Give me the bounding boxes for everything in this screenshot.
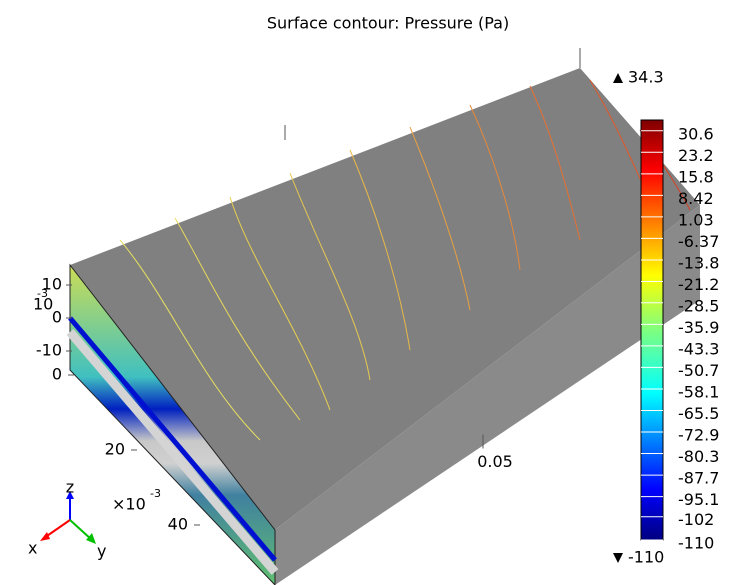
colorbar-tick-label: 8.42 [678, 189, 714, 208]
top-face [70, 68, 700, 530]
colorbar-tick-label: -35.9 [678, 318, 719, 337]
colorbar-tick-label: -28.5 [678, 296, 719, 315]
y-tick-label: 40 [168, 515, 188, 534]
colorbar-tick-label: -65.5 [678, 404, 719, 423]
min-marker [613, 553, 623, 563]
z-multiplier: 10 [33, 295, 53, 314]
colorbar-tick-label: -87.7 [678, 469, 719, 488]
colorbar-tick-label: -102 [678, 510, 714, 529]
colorbar-tick-label: -50.7 [678, 361, 719, 380]
colorbar-tick-label: -110 [678, 534, 714, 553]
y-arrow-head [86, 533, 96, 544]
y-exponent: -3 [150, 487, 161, 500]
colorbar-tick-label: -72.9 [678, 426, 719, 445]
y-arrow [69, 519, 93, 541]
colorbar-tick-label: -6.37 [678, 232, 719, 251]
z-exponent: -3 [37, 287, 48, 300]
colorbar-tick-label: 1.03 [678, 210, 714, 229]
x-arrow-head [40, 532, 50, 541]
colorbar-tick-label: -80.3 [678, 447, 719, 466]
triad-y: y [97, 542, 106, 561]
colorbar-tick-label: -58.1 [678, 382, 719, 401]
y-tick-label: 20 [105, 440, 125, 459]
y-multiplier: ×10 [112, 495, 146, 514]
triad: z x y [28, 478, 106, 561]
colorbar-tick-label: -43.3 [678, 339, 719, 358]
x-arrow [43, 519, 71, 539]
colorbar-tick-label: 30.6 [678, 124, 714, 143]
triad-z: z [66, 478, 74, 497]
side-face [275, 205, 700, 585]
colorbar-tick-label: 15.8 [678, 167, 714, 186]
colorbar-tick-label: -21.2 [678, 275, 719, 294]
geometry [66, 48, 700, 585]
chart-title: Surface contour: Pressure (Pa) [267, 14, 509, 33]
colorbar-tick-label: -95.1 [678, 490, 719, 509]
x-tick-label: 0.05 [477, 452, 513, 471]
z-tick-label: -10 [36, 341, 62, 360]
z-arrow-head [66, 491, 74, 499]
contours [119, 79, 691, 441]
z-tick-label: 10 [42, 275, 62, 294]
colorbar-tick-label: -13.8 [678, 254, 719, 273]
colorbar-max: 34.3 [628, 68, 664, 87]
gap-band [66, 329, 279, 575]
contour-band [68, 316, 277, 562]
colorbar [640, 119, 664, 541]
colorbar-tick-label: 23.2 [678, 146, 714, 165]
y-tick-label: 0 [52, 365, 62, 384]
triad-x: x [28, 539, 37, 558]
max-marker [613, 73, 623, 83]
z-tick-label: 0 [52, 308, 62, 327]
colorbar-min: -110 [628, 548, 664, 567]
